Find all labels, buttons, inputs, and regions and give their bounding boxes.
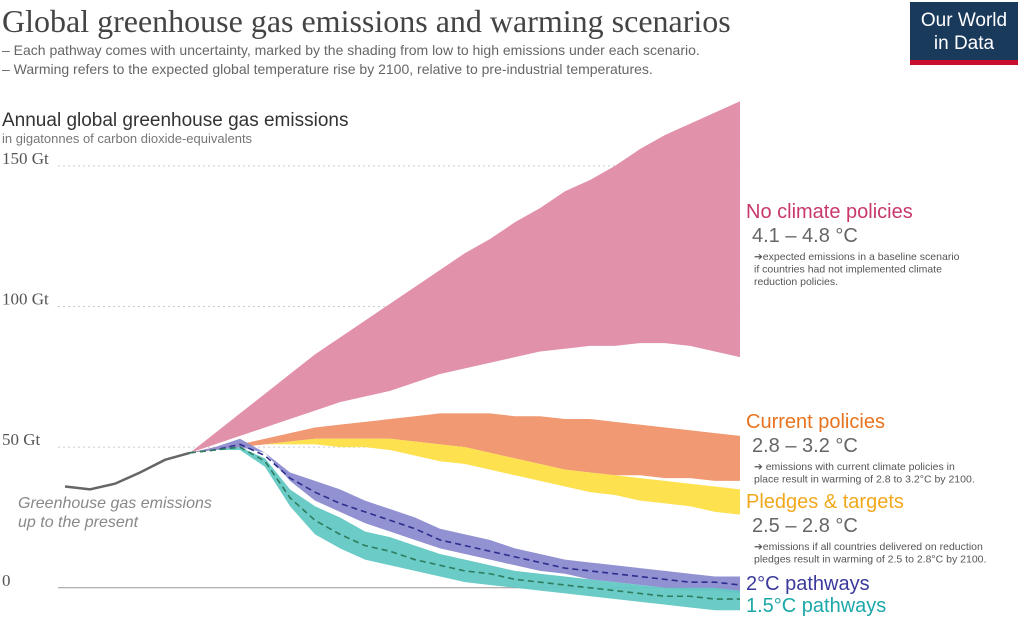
plot: 0 50 Gt 100 Gt 150 Gt Greenhouse gas emissio…	[2, 101, 986, 617]
subtitle: – Each pathway comes with uncertainty, m…	[2, 42, 700, 58]
series-label: 1.5°C pathways	[746, 595, 886, 617]
y-axis-subtitle: in gigatonnes of carbon dioxide-equivale…	[2, 131, 253, 146]
y-axis-title: Annual global greenhouse gas emissions	[2, 110, 348, 131]
series-note: ➔ emissions with current climate policie…	[754, 461, 955, 473]
series-note: ➔emissions if all countries delivered on…	[754, 541, 983, 553]
subtitle: – Warming refers to the expected global …	[2, 61, 653, 77]
range-band	[190, 438, 740, 594]
history-label: Greenhouse gas emissions	[18, 495, 212, 512]
series-note: if countries had not implemented climate	[754, 264, 942, 276]
chart-title: Global greenhouse gas emissions and warm…	[2, 3, 731, 39]
y-tick-label: 100 Gt	[2, 290, 49, 309]
series-note: pledges result in warming of 2.5 to 2.8°…	[754, 554, 986, 566]
y-tick-label: 150 Gt	[2, 149, 49, 168]
series-label: 2°C pathways	[746, 573, 870, 595]
logo-text: in Data	[934, 33, 995, 54]
y-tick-label: 0	[2, 571, 11, 590]
series-label: Pledges & targets	[746, 491, 904, 513]
warming-label: 4.1 – 4.8 °C	[752, 225, 858, 247]
history-line	[64, 451, 191, 491]
series-label: No climate policies	[746, 201, 913, 223]
logo-text: Our World	[921, 10, 1007, 31]
range-band	[190, 447, 740, 611]
y-tick-label: 50 Gt	[2, 430, 41, 449]
logo-box	[910, 2, 1018, 60]
range-band	[190, 438, 740, 515]
series-note: reduction policies.	[754, 276, 838, 288]
warming-label: 2.8 – 3.2 °C	[752, 435, 858, 457]
logo-bar	[910, 60, 1018, 65]
series-label: Current policies	[746, 411, 885, 433]
warming-label: 2.5 – 2.8 °C	[752, 515, 858, 537]
median-line	[189, 443, 741, 586]
median-line	[189, 446, 740, 600]
series-note: place result in warming of 2.8 to 3.2°C …	[754, 474, 975, 486]
history-label: up to the present	[18, 514, 139, 531]
range-band	[190, 101, 740, 453]
series-note: ➔expected emissions in a baseline scenar…	[754, 251, 960, 263]
